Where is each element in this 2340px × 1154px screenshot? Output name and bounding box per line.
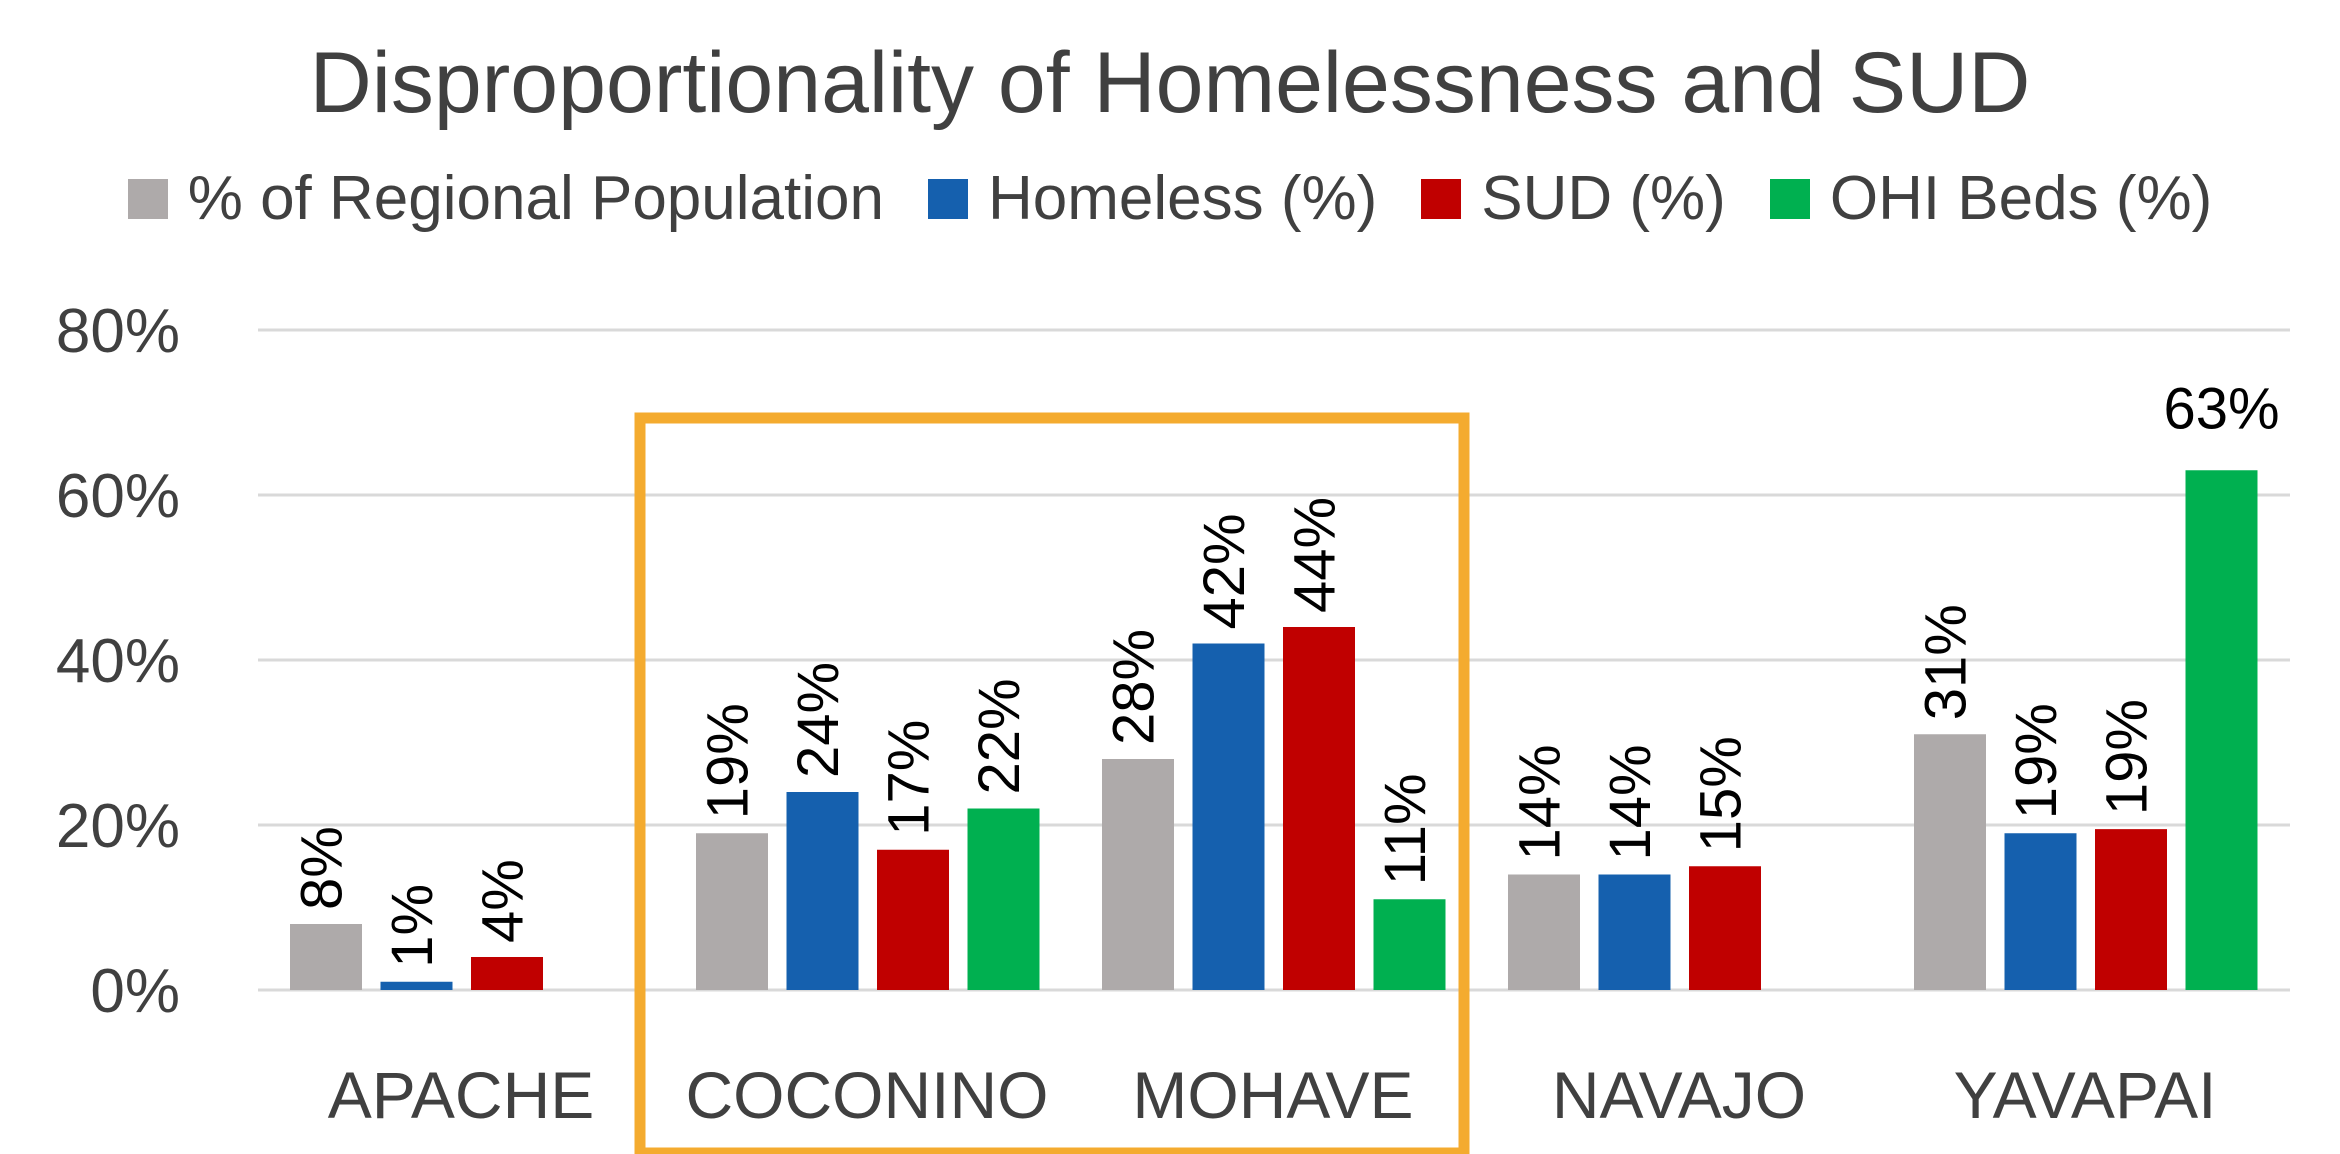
legend-item: Homeless (%) <box>927 164 1378 233</box>
bar <box>1283 627 1355 990</box>
bar <box>1914 734 1986 990</box>
bar <box>1689 866 1761 990</box>
x-category-label: COCONINO <box>686 1058 1049 1132</box>
data-label: 42% <box>1192 513 1257 629</box>
chart-title: Disproportionality of Homelessness and S… <box>309 35 2031 131</box>
bar <box>1102 759 1174 990</box>
legend-label: Homeless (%) <box>987 164 1378 233</box>
x-category-label: NAVAJO <box>1552 1058 1806 1132</box>
data-label: 28% <box>1101 629 1166 745</box>
legend-item: SUD (%) <box>1421 168 1726 230</box>
data-label: 22% <box>967 678 1032 794</box>
bar <box>786 792 859 990</box>
bar <box>696 833 768 990</box>
x-category-label: YAVAPAI <box>1954 1058 2217 1132</box>
data-label: 8% <box>289 826 354 910</box>
data-label: 14% <box>1507 744 1572 860</box>
bar <box>380 981 453 990</box>
x-category-label: APACHE <box>328 1058 595 1132</box>
data-label: 19% <box>695 703 760 819</box>
data-label: 1% <box>380 884 445 968</box>
y-tick-label: 40% <box>56 627 180 696</box>
data-label: 44% <box>1282 497 1347 613</box>
x-category-label: MOHAVE <box>1132 1058 1413 1132</box>
bar <box>2185 470 2258 990</box>
data-label: 19% <box>2094 699 2159 815</box>
bar <box>967 808 1040 990</box>
y-tick-label: 60% <box>56 462 180 531</box>
bar <box>471 957 543 990</box>
legend-item: % of Regional Population <box>127 164 884 233</box>
bar <box>1598 874 1671 990</box>
y-tick-label: 0% <box>90 957 180 1026</box>
bar <box>1373 899 1446 990</box>
legend-label: % of Regional Population <box>187 164 884 233</box>
bar <box>1192 643 1265 990</box>
legend-label: OHI Beds (%) <box>1829 164 2213 233</box>
bar <box>2004 833 2077 990</box>
legend-swatch <box>1421 179 1462 219</box>
highlight-box <box>634 412 1470 1154</box>
legend-swatch <box>1769 179 1810 219</box>
data-label: 14% <box>1598 744 1663 860</box>
legend-label: SUD (%) <box>1481 164 1726 233</box>
bar <box>1508 874 1580 990</box>
data-label: 31% <box>1913 604 1978 720</box>
data-label: 17% <box>876 720 941 836</box>
legend-swatch <box>127 179 168 219</box>
y-tick-label: 80% <box>56 297 180 366</box>
legend: % of Regional Population Homeless (%) SUD … <box>0 168 2340 230</box>
bar <box>290 924 362 990</box>
bar <box>877 849 949 990</box>
data-label: 63% <box>2163 376 2279 441</box>
legend-swatch <box>927 179 968 219</box>
data-label: 24% <box>786 662 851 778</box>
legend-item: OHI Beds (%) <box>1769 164 2213 233</box>
bar <box>2095 829 2167 990</box>
y-tick-label: 20% <box>56 792 180 861</box>
data-label: 11% <box>1373 773 1438 885</box>
data-label: 15% <box>1688 736 1753 852</box>
data-label: 4% <box>470 859 535 943</box>
data-label: 19% <box>2004 703 2069 819</box>
